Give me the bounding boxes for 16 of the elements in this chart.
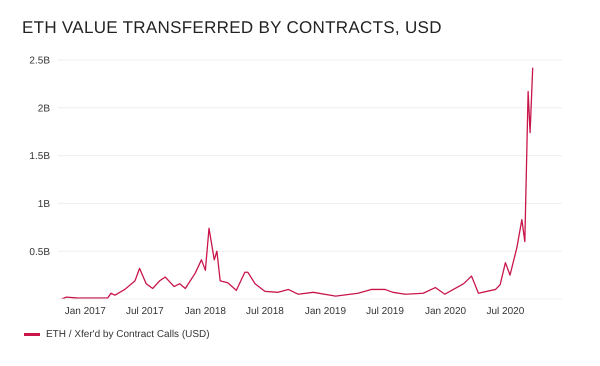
x-tick-label: Jan 2020 bbox=[424, 306, 467, 318]
y-tick-label: 0.5B bbox=[29, 246, 50, 258]
y-tick-label: 1.5B bbox=[29, 151, 50, 162]
x-tick-label: Jul 2018 bbox=[246, 306, 284, 318]
chart-title: ETH VALUE TRANSFERRED BY CONTRACTS, USD bbox=[21, 17, 443, 38]
y-tick-label: 2.5B bbox=[29, 56, 50, 67]
x-tick-label: Jan 2017 bbox=[64, 306, 106, 318]
x-tick-label: Jul 2020 bbox=[486, 306, 525, 318]
line-series bbox=[60, 67, 534, 299]
y-tick-label: 2B bbox=[38, 103, 50, 114]
x-tick-label: Jul 2019 bbox=[366, 306, 404, 318]
x-tick-label: Jul 2017 bbox=[126, 306, 164, 318]
x-tick-label: Jan 2018 bbox=[184, 306, 226, 318]
x-tick-label: Jan 2019 bbox=[304, 306, 346, 318]
y-tick-label: 1B bbox=[38, 198, 50, 210]
legend-label: ETH / Xfer'd by Contract Calls (USD) bbox=[46, 329, 210, 340]
